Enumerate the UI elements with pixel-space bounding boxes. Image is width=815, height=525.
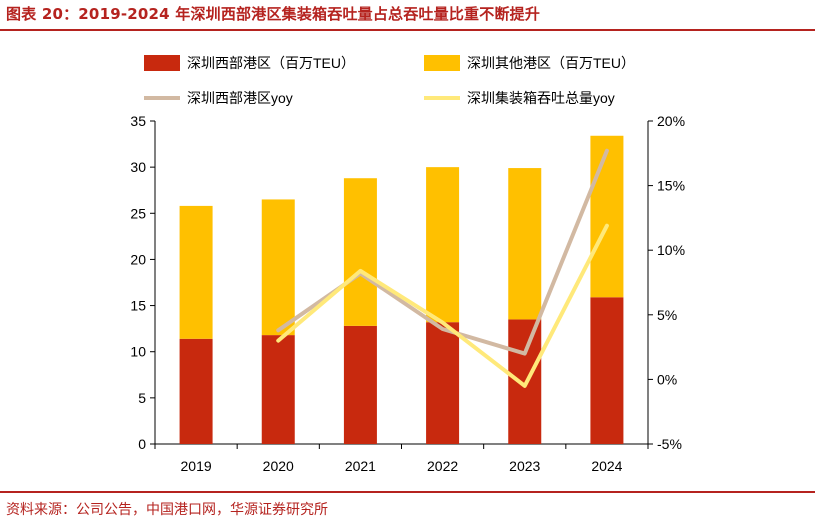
left-tick-label: 20 (130, 251, 146, 267)
left-tick-label: 0 (138, 436, 146, 452)
x-tick-label: 2024 (591, 458, 622, 474)
legend-label-3: 深圳集装箱吞吐总量yoy (467, 90, 615, 106)
x-tick-label: 2019 (181, 458, 212, 474)
bar-west-port-2022 (426, 322, 460, 444)
left-tick-label: 30 (130, 159, 146, 175)
x-tick-label: 2020 (263, 458, 294, 474)
right-tick-label: -5% (657, 436, 682, 452)
bar-other-port-2021 (343, 178, 377, 326)
legend-swatch-1 (424, 55, 460, 71)
x-tick-label: 2022 (427, 458, 458, 474)
right-tick-label: 5% (657, 307, 677, 323)
title-rule (0, 29, 815, 31)
legend-label-0: 深圳西部港区（百万TEU） (187, 55, 355, 71)
right-tick-label: 0% (657, 371, 677, 387)
chart-lines (276, 148, 609, 388)
chart-axes: 0 5 10 15 20 25 30 35 -5% 0% 5% 10% 15% 20% 2019 2020 20… (130, 113, 685, 474)
footer-rule (0, 491, 815, 493)
left-tick-label: 10 (130, 344, 146, 360)
right-tick-label: 10% (657, 242, 685, 258)
legend-swatch-0 (144, 55, 180, 71)
chart-legend: 深圳西部港区（百万TEU） 深圳其他港区（百万TEU） 深圳西部港区yoy 深圳集装箱… (144, 55, 635, 106)
line-total-yoy (276, 223, 609, 388)
x-tick-label: 2023 (509, 458, 540, 474)
left-tick-label: 15 (130, 298, 146, 314)
left-tick-label: 25 (130, 205, 146, 221)
bar-west-port-2020 (261, 335, 295, 444)
chart-bars (179, 135, 624, 444)
left-tick-label: 35 (130, 113, 146, 129)
legend-label-2: 深圳西部港区yoy (187, 90, 293, 106)
bar-west-port-2019 (179, 338, 213, 444)
chart-title: 图表 20：2019-2024 年深圳西部港区集装箱吞吐量占总吞吐量比重不断提升 (6, 5, 541, 23)
bar-other-port-2023 (508, 168, 542, 320)
right-tick-label: 15% (657, 178, 685, 194)
legend-label-1: 深圳其他港区（百万TEU） (467, 55, 635, 71)
left-tick-label: 5 (138, 390, 146, 406)
right-tick-label: 20% (657, 113, 685, 129)
source-note: 资料来源：公司公告，中国港口网，华源证券研究所 (6, 502, 328, 518)
bar-west-port-2021 (343, 325, 377, 444)
bar-other-port-2019 (179, 205, 213, 339)
chart-canvas: 0 5 10 15 20 25 30 35 -5% 0% 5% 10% 15% 20% 2019 2020 20… (130, 55, 685, 474)
bar-other-port-2024 (590, 135, 624, 298)
bar-other-port-2020 (261, 199, 295, 336)
x-tick-label: 2021 (345, 458, 376, 474)
bar-west-port-2024 (590, 297, 624, 444)
bar-other-port-2022 (426, 167, 460, 323)
